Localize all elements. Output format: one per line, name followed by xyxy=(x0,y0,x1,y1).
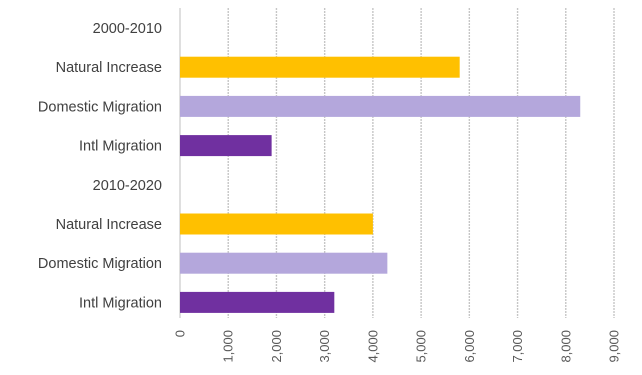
x-tick-label: 7,000 xyxy=(510,330,525,363)
x-tick-label: 5,000 xyxy=(414,330,429,363)
x-tick-label: 9,000 xyxy=(607,330,622,363)
category-label: 2010-2020 xyxy=(93,178,162,194)
bar xyxy=(180,213,373,235)
category-label: Intl Migration xyxy=(79,295,162,311)
x-tick-label: 6,000 xyxy=(462,330,477,363)
x-tick-label: 4,000 xyxy=(365,330,380,363)
bar xyxy=(180,135,272,157)
category-label: Domestic Migration xyxy=(38,256,162,272)
category-label: Natural Increase xyxy=(56,60,162,76)
category-label: 2000-2010 xyxy=(93,21,162,37)
x-tick-label: 1,000 xyxy=(221,330,236,363)
category-label: Domestic Migration xyxy=(38,99,162,115)
bar xyxy=(180,291,335,313)
category-label: Intl Migration xyxy=(79,139,162,155)
category-label: Natural Increase xyxy=(56,217,162,233)
x-tick-label: 8,000 xyxy=(558,330,573,363)
category-labels: 2000-2010 Natural Increase Domestic Migrat… xyxy=(38,21,162,311)
x-axis-tick-labels: 0 1,000 2,000 3,000 4,000 5,000 6,000 7,000 8,00… xyxy=(173,330,622,363)
bar xyxy=(180,252,388,274)
x-tick-label: 2,000 xyxy=(269,330,284,363)
bar xyxy=(180,56,460,78)
x-tick-label: 0 xyxy=(173,330,188,337)
bar xyxy=(180,95,581,117)
bars xyxy=(180,56,581,313)
x-tick-label: 3,000 xyxy=(317,330,332,363)
